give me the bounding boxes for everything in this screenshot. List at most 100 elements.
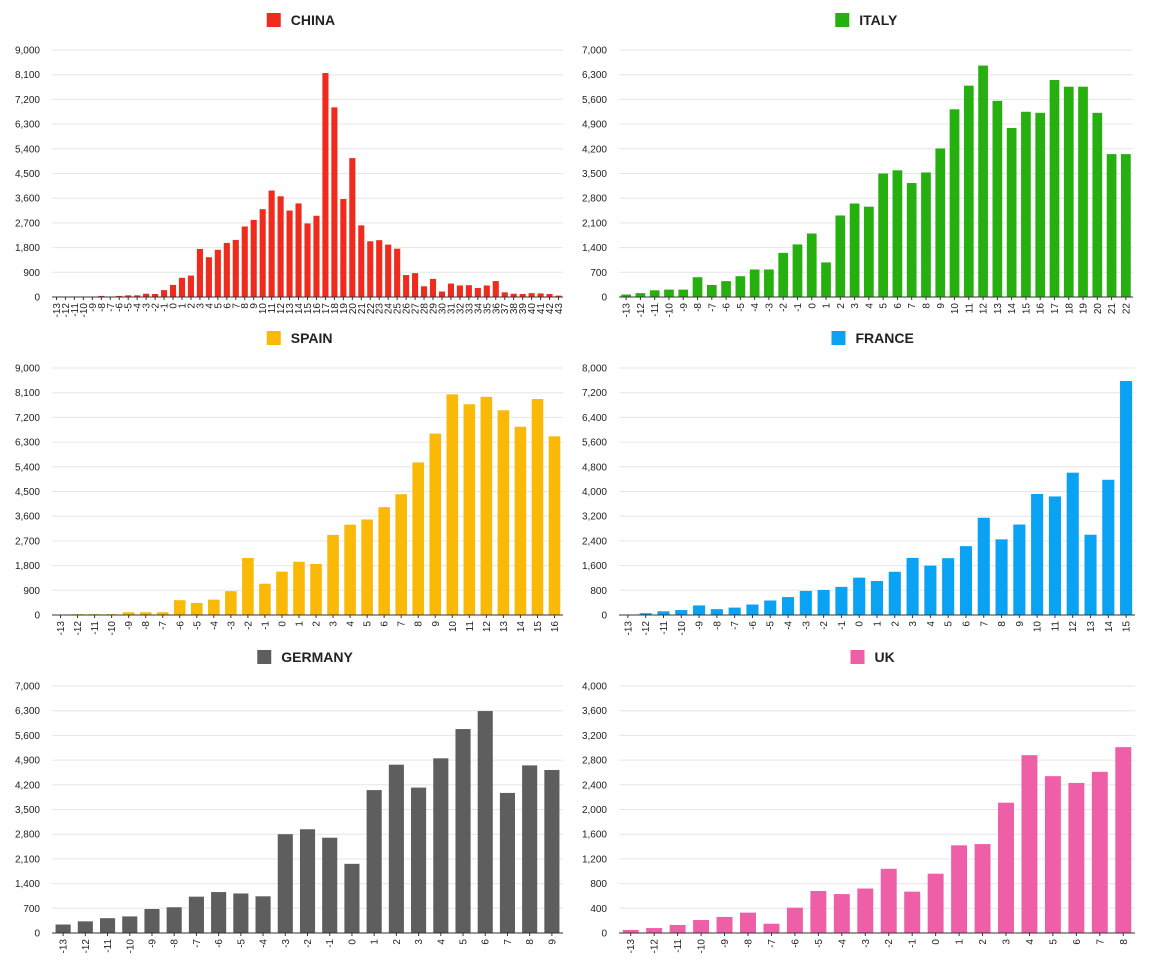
- x-tick-label: -4: [837, 939, 848, 948]
- x-tick-label: -9: [679, 303, 690, 312]
- x-tick-label: -11: [103, 939, 114, 953]
- y-tick-label: 2,800: [582, 194, 607, 205]
- x-tick-label: 7: [979, 621, 990, 627]
- bar-germany: [544, 769, 560, 933]
- x-tick-label: 17: [321, 303, 332, 315]
- x-tick-label: 33: [464, 303, 475, 315]
- x-tick-label: 15: [1021, 303, 1032, 315]
- bar-china: [134, 295, 141, 297]
- bar-china: [178, 277, 186, 297]
- x-tick-label: -10: [125, 939, 136, 954]
- bar-china: [555, 295, 562, 297]
- y-tick-label: 3,600: [15, 512, 40, 523]
- x-tick-label: 12: [979, 303, 990, 315]
- y-tick-label: 6,300: [15, 706, 40, 717]
- bar-spain: [327, 534, 339, 615]
- x-tick-label: 23: [375, 303, 386, 315]
- x-tick-label: -9: [695, 621, 706, 630]
- x-tick-label: 7: [1095, 939, 1106, 945]
- x-tick-label: 28: [420, 303, 431, 315]
- x-tick-label: 21: [357, 303, 368, 315]
- legend-swatch: [831, 331, 846, 345]
- x-tick-label: 3: [414, 939, 425, 945]
- x-tick-label: 5: [1048, 939, 1059, 945]
- chart-china: 0 900 1,800 2,700 3,600 4,500 5,400 6,300 7,200 8…: [0, 0, 577, 322]
- x-tick-label: -4: [259, 939, 270, 948]
- x-tick-label: -5: [736, 303, 747, 312]
- y-tick-label: 1,800: [15, 243, 40, 254]
- bar-china: [125, 295, 132, 297]
- y-tick-label: 4,900: [582, 120, 607, 131]
- y-tick-label: 7,000: [582, 46, 607, 57]
- bar-france: [1013, 524, 1026, 615]
- x-tick-label: -10: [664, 303, 675, 318]
- bar-france: [710, 609, 723, 615]
- bar-spain: [412, 462, 425, 615]
- chart-spain: 0 900 1,800 2,700 3,600 4,500 5,400 6,300 7,200 8…: [0, 322, 577, 644]
- bar-germany: [166, 907, 182, 933]
- chart-spain-svg: 0 900 1,800 2,700 3,600 4,500 5,400 6,300 7,200 8…: [15, 330, 563, 636]
- bar-china: [403, 275, 410, 297]
- x-tick-label: 4: [1025, 939, 1036, 945]
- x-tick-label: 43: [554, 303, 565, 315]
- x-tick-label: -10: [107, 621, 118, 636]
- x-tick-label: -9: [720, 939, 731, 948]
- bar-china: [412, 273, 419, 297]
- y-tick-label: 0: [34, 929, 40, 940]
- bar-france: [977, 517, 990, 615]
- bar-china: [429, 278, 437, 297]
- bar-france: [781, 597, 795, 615]
- y-tick-label: 900: [23, 586, 40, 597]
- bar-spain: [480, 396, 493, 615]
- y-tick-label: 8,100: [15, 70, 40, 81]
- x-tick-label: -4: [133, 303, 144, 312]
- y-tick-label: 4,900: [15, 756, 40, 767]
- x-tick-label: -13: [622, 303, 633, 318]
- bar-italy: [792, 244, 803, 297]
- bar-germany: [99, 918, 116, 933]
- bar-germany: [322, 837, 338, 933]
- x-tick-label: 10: [448, 621, 459, 633]
- y-tick-label: 5,400: [15, 144, 40, 155]
- x-tick-label: -4: [784, 621, 795, 630]
- y-tick-label: 6,300: [15, 120, 40, 131]
- bar-china: [340, 199, 347, 297]
- bar-spain: [190, 602, 203, 615]
- bar-spain: [208, 599, 220, 615]
- bar-france: [835, 586, 848, 615]
- x-tick-label: 13: [285, 303, 296, 315]
- chart-italy: 0 700 1,400 2,100 2,800 3,500 4,200 4,900 5,600 6…: [577, 0, 1154, 322]
- x-tick-label: -7: [707, 303, 718, 312]
- bar-china: [169, 284, 177, 297]
- bar-france: [870, 581, 884, 615]
- bar-france: [1031, 493, 1044, 615]
- bar-france: [693, 605, 706, 615]
- bar-italy: [1121, 154, 1131, 297]
- x-tick-label: 5: [459, 939, 470, 945]
- y-tick-label: 3,500: [582, 169, 607, 180]
- x-tick-label: 19: [1079, 303, 1090, 315]
- y-tick-label: 6,300: [582, 70, 607, 81]
- bar-spain: [225, 591, 237, 615]
- x-tick-label: 20: [1093, 303, 1104, 315]
- bar-china: [483, 285, 490, 297]
- bar-uk: [716, 916, 733, 933]
- chart-italy-svg: 0 700 1,400 2,100 2,800 3,500 4,200 4,900 5,600 6…: [582, 12, 1133, 318]
- x-tick-label: 24: [384, 303, 395, 315]
- bar-spain: [293, 561, 305, 615]
- x-tick-label: 2: [312, 621, 323, 627]
- y-tick-label: 5,400: [15, 462, 40, 473]
- x-tick-label: -5: [236, 939, 247, 948]
- y-tick-label: 1,400: [15, 879, 40, 890]
- x-tick-label: -5: [124, 303, 135, 312]
- bar-china: [98, 295, 105, 297]
- bar-italy: [1092, 112, 1103, 297]
- bar-germany: [188, 896, 204, 933]
- y-tick-label: 1,800: [15, 561, 40, 572]
- chart-france-svg: 0 800 1,600 2,400 3,200 4,000 4,800 5,600 6,400 7…: [582, 330, 1135, 635]
- x-tick-label: 14: [294, 303, 305, 315]
- x-tick-label: -10: [697, 939, 708, 954]
- x-tick-label: -11: [673, 939, 684, 953]
- y-tick-label: 2,700: [15, 218, 40, 229]
- bar-spain: [139, 612, 152, 615]
